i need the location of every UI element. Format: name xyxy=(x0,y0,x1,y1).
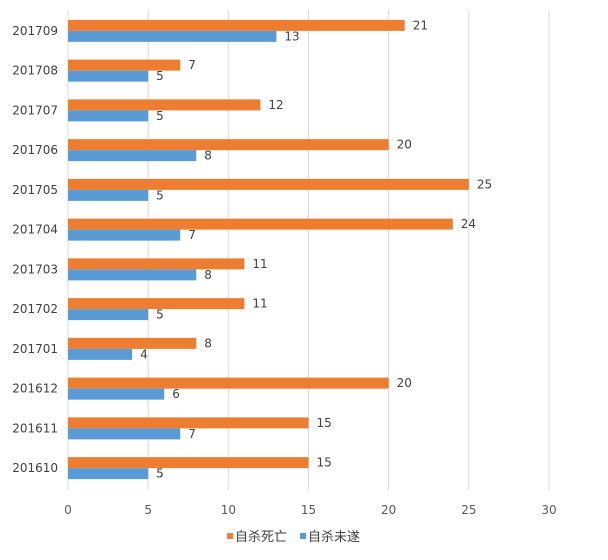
bar-death xyxy=(68,417,309,429)
bar-attempt xyxy=(68,388,165,400)
data-label: 8 xyxy=(204,149,212,163)
data-label: 5 xyxy=(156,109,164,123)
bar-death xyxy=(68,139,389,151)
x-tick-label: 30 xyxy=(541,503,556,517)
bar-death xyxy=(68,258,245,270)
bar-attempt xyxy=(68,229,181,241)
bar-attempt xyxy=(68,468,149,480)
category-label: 201706 xyxy=(12,143,58,157)
legend-swatch xyxy=(227,533,233,539)
bar-attempt xyxy=(68,189,149,201)
bar-attempt xyxy=(68,70,149,82)
bar-death xyxy=(68,59,181,71)
category-label: 201702 xyxy=(12,302,58,316)
x-tick-label: 20 xyxy=(381,503,396,517)
legend-swatch xyxy=(300,533,306,539)
bar-death xyxy=(68,218,453,230)
x-tick-label: 10 xyxy=(221,503,236,517)
x-tick-label: 0 xyxy=(64,503,72,517)
bar-attempt xyxy=(68,348,133,360)
data-label: 7 xyxy=(188,58,196,72)
data-label: 24 xyxy=(461,217,476,231)
data-label: 5 xyxy=(156,467,164,481)
bar-attempt xyxy=(68,110,149,122)
bar-death xyxy=(68,337,197,349)
category-label: 201709 xyxy=(12,24,58,38)
data-label: 13 xyxy=(284,29,299,43)
data-label: 11 xyxy=(252,257,267,271)
bar-attempt xyxy=(68,150,197,162)
data-label: 8 xyxy=(204,336,212,350)
x-tick-label: 25 xyxy=(461,503,476,517)
data-label: 20 xyxy=(397,376,412,390)
category-label: 201708 xyxy=(12,64,58,78)
bar-attempt xyxy=(68,269,197,281)
category-label: 201612 xyxy=(12,382,58,396)
x-tick-label: 5 xyxy=(144,503,152,517)
data-label: 5 xyxy=(156,188,164,202)
data-label: 5 xyxy=(156,308,164,322)
data-label: 7 xyxy=(188,427,196,441)
x-tick-label: 15 xyxy=(301,503,316,517)
bar-attempt xyxy=(68,30,277,42)
bar-death xyxy=(68,178,469,190)
data-label: 11 xyxy=(252,297,267,311)
data-label: 20 xyxy=(397,138,412,152)
bar-death xyxy=(68,457,309,469)
data-label: 15 xyxy=(317,416,332,430)
bar-death xyxy=(68,99,261,111)
category-label: 201611 xyxy=(12,421,58,435)
legend-label: 自杀未遂 xyxy=(308,530,360,545)
category-label: 201705 xyxy=(12,183,58,197)
data-label: 7 xyxy=(188,228,196,242)
bar-attempt xyxy=(68,428,181,440)
data-label: 5 xyxy=(156,69,164,83)
category-label: 201707 xyxy=(12,103,58,117)
category-label: 201703 xyxy=(12,262,58,276)
data-label: 6 xyxy=(172,387,180,401)
data-label: 12 xyxy=(268,98,283,112)
data-label: 25 xyxy=(477,177,492,191)
bar-death xyxy=(68,298,245,310)
data-label: 4 xyxy=(140,347,148,361)
data-label: 21 xyxy=(413,18,428,32)
legend-label: 自杀死亡 xyxy=(235,530,287,545)
data-label: 8 xyxy=(204,268,212,282)
bar-attempt xyxy=(68,309,149,321)
category-label: 201701 xyxy=(12,342,58,356)
category-label: 201610 xyxy=(12,461,58,475)
category-label: 201704 xyxy=(12,223,58,237)
bar-death xyxy=(68,377,389,389)
data-label: 15 xyxy=(317,456,332,470)
bar-death xyxy=(68,19,405,31)
